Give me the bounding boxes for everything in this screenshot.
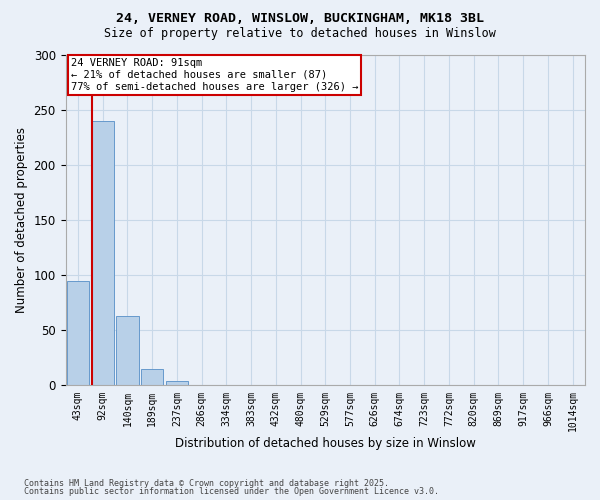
Bar: [166, 381, 188, 386]
Text: 24, VERNEY ROAD, WINSLOW, BUCKINGHAM, MK18 3BL: 24, VERNEY ROAD, WINSLOW, BUCKINGHAM, MK…: [116, 12, 484, 26]
Bar: [141, 369, 163, 386]
X-axis label: Distribution of detached houses by size in Winslow: Distribution of detached houses by size …: [175, 437, 476, 450]
Bar: [92, 121, 114, 386]
Text: 24 VERNEY ROAD: 91sqm
← 21% of detached houses are smaller (87)
77% of semi-deta: 24 VERNEY ROAD: 91sqm ← 21% of detached …: [71, 58, 358, 92]
Bar: [116, 316, 139, 386]
Text: Contains HM Land Registry data © Crown copyright and database right 2025.: Contains HM Land Registry data © Crown c…: [24, 478, 389, 488]
Y-axis label: Number of detached properties: Number of detached properties: [15, 127, 28, 313]
Text: Size of property relative to detached houses in Winslow: Size of property relative to detached ho…: [104, 28, 496, 40]
Bar: [67, 281, 89, 386]
Text: Contains public sector information licensed under the Open Government Licence v3: Contains public sector information licen…: [24, 487, 439, 496]
